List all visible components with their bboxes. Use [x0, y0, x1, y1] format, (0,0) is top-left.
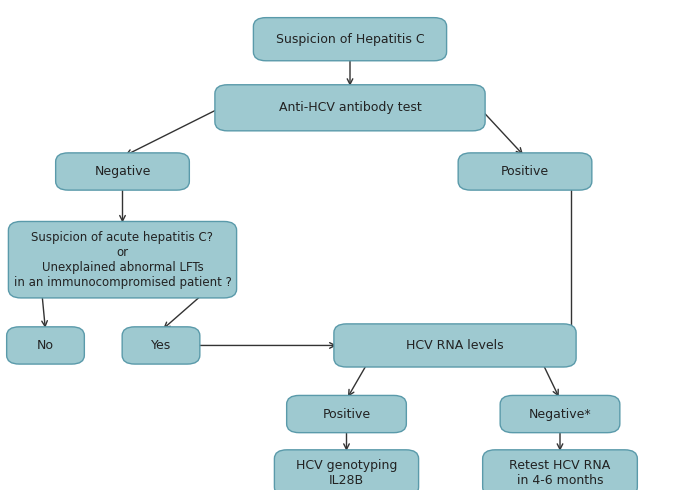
- Text: Yes: Yes: [151, 339, 171, 352]
- FancyBboxPatch shape: [274, 450, 419, 490]
- FancyBboxPatch shape: [483, 450, 638, 490]
- FancyBboxPatch shape: [8, 221, 237, 298]
- FancyBboxPatch shape: [55, 153, 189, 190]
- Text: Anti-HCV antibody test: Anti-HCV antibody test: [279, 101, 421, 114]
- Text: HCV RNA levels: HCV RNA levels: [406, 339, 504, 352]
- FancyBboxPatch shape: [458, 153, 592, 190]
- FancyBboxPatch shape: [215, 85, 485, 131]
- FancyBboxPatch shape: [122, 327, 200, 364]
- Text: Suspicion of Hepatitis C: Suspicion of Hepatitis C: [276, 33, 424, 46]
- FancyBboxPatch shape: [287, 395, 406, 433]
- Text: Positive: Positive: [323, 408, 370, 420]
- Text: Suspicion of acute hepatitis C?
or
Unexplained abnormal LFTs
in an immunocomprom: Suspicion of acute hepatitis C? or Unexp…: [13, 231, 232, 289]
- Text: Positive: Positive: [501, 165, 549, 178]
- FancyBboxPatch shape: [7, 327, 84, 364]
- FancyBboxPatch shape: [500, 395, 620, 433]
- Text: No: No: [37, 339, 54, 352]
- FancyBboxPatch shape: [334, 324, 576, 367]
- Text: HCV genotyping
IL28B: HCV genotyping IL28B: [296, 459, 397, 487]
- Text: Negative*: Negative*: [528, 408, 592, 420]
- Text: Retest HCV RNA
in 4-6 months: Retest HCV RNA in 4-6 months: [510, 459, 610, 487]
- FancyBboxPatch shape: [253, 18, 447, 61]
- Text: Negative: Negative: [94, 165, 150, 178]
